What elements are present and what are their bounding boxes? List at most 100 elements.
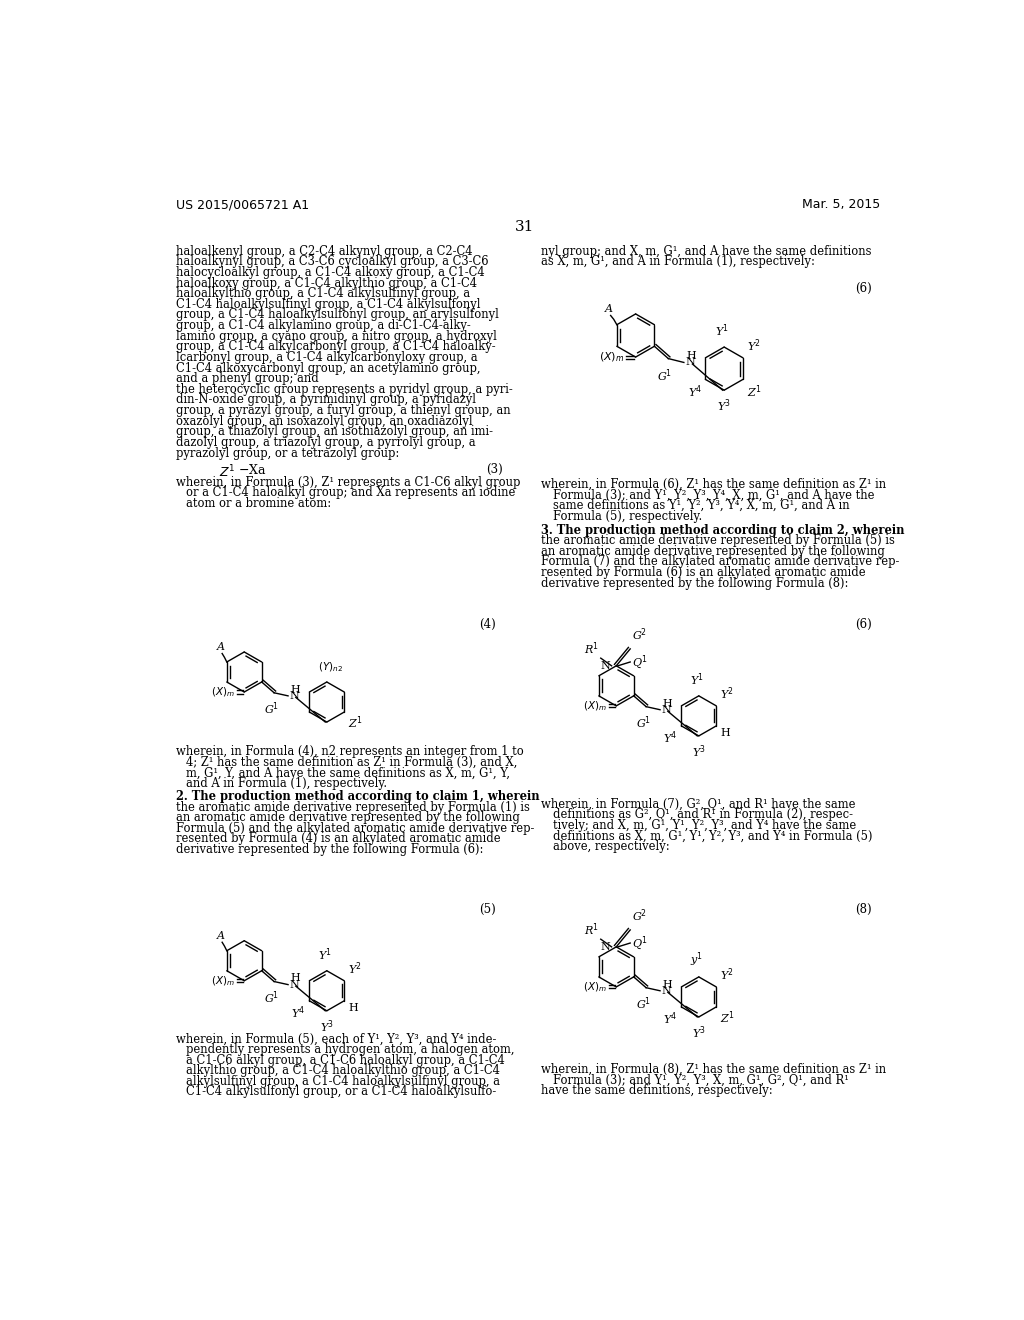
Text: haloalkynyl group, a C3-C6 cycloalkyl group, a C3-C6: haloalkynyl group, a C3-C6 cycloalkyl gr…: [176, 255, 488, 268]
Text: an aromatic amide derivative represented by the following: an aromatic amide derivative represented…: [176, 812, 520, 824]
Text: $(X)_m$: $(X)_m$: [583, 981, 607, 994]
Text: the aromatic amide derivative represented by Formula (5) is: the aromatic amide derivative represente…: [541, 535, 895, 548]
Text: group, a C1-C4 alkylamino group, a di-C1-C4-alky-: group, a C1-C4 alkylamino group, a di-C1…: [176, 319, 471, 333]
Text: H: H: [720, 729, 730, 738]
Text: Formula (5), respectively.: Formula (5), respectively.: [553, 510, 701, 523]
Text: group, a thiazolyl group, an isothiazolyl group, an imi-: group, a thiazolyl group, an isothiazoly…: [176, 425, 493, 438]
Text: G$^1$: G$^1$: [264, 701, 280, 717]
Text: N: N: [662, 986, 672, 995]
Text: or a C1-C4 haloalkyl group; and Xa represents an iodine: or a C1-C4 haloalkyl group; and Xa repre…: [186, 486, 515, 499]
Text: derivative represented by the following Formula (8):: derivative represented by the following …: [541, 577, 849, 590]
Text: (8): (8): [855, 903, 872, 916]
Text: G$^1$: G$^1$: [656, 368, 672, 384]
Text: group, a C1-C4 haloalkylsulfonyl group, an arylsulfonyl: group, a C1-C4 haloalkylsulfonyl group, …: [176, 309, 499, 321]
Text: group, a C1-C4 alkylcarbonyl group, a C1-C4 haloalky-: group, a C1-C4 alkylcarbonyl group, a C1…: [176, 341, 496, 354]
Text: H: H: [291, 685, 300, 694]
Text: a C1-C6 alkyl group, a C1-C6 haloalkyl group, a C1-C4: a C1-C6 alkyl group, a C1-C6 haloalkyl g…: [186, 1053, 505, 1067]
Text: (5): (5): [479, 903, 496, 916]
Text: and A in Formula (1), respectively.: and A in Formula (1), respectively.: [186, 777, 387, 789]
Text: $-$Xa: $-$Xa: [238, 463, 266, 478]
Text: H: H: [663, 698, 672, 709]
Text: oxazolyl group, an isoxazolyl group, an oxadiazolyl: oxazolyl group, an isoxazolyl group, an …: [176, 414, 473, 428]
Text: have the same definitions, respectively:: have the same definitions, respectively:: [541, 1085, 773, 1097]
Text: resented by Formula (6) is an alkylated aromatic amide: resented by Formula (6) is an alkylated …: [541, 566, 865, 579]
Text: Mar. 5, 2015: Mar. 5, 2015: [802, 198, 881, 211]
Text: $(Y)_{n2}$: $(Y)_{n2}$: [318, 661, 343, 675]
Text: $Z^1$: $Z^1$: [219, 463, 236, 480]
Text: $(X)_m$: $(X)_m$: [211, 974, 234, 987]
Text: G$^2$: G$^2$: [632, 626, 647, 643]
Text: R$^1$: R$^1$: [585, 640, 599, 656]
Text: 31: 31: [515, 220, 535, 234]
Text: haloalkenyl group, a C2-C4 alkynyl group, a C2-C4: haloalkenyl group, a C2-C4 alkynyl group…: [176, 244, 472, 257]
Text: as X, m, G¹, and A in Formula (1), respectively:: as X, m, G¹, and A in Formula (1), respe…: [541, 255, 815, 268]
Text: tively; and X, m, G¹, Y¹, Y², Y³, and Y⁴ have the same: tively; and X, m, G¹, Y¹, Y², Y³, and Y⁴…: [553, 818, 856, 832]
Text: 2. The production method according to claim 1, wherein: 2. The production method according to cl…: [176, 789, 540, 803]
Text: H: H: [348, 1003, 357, 1012]
Text: dazolyl group, a triazolyl group, a pyrrolyl group, a: dazolyl group, a triazolyl group, a pyrr…: [176, 436, 476, 449]
Text: Formula (3); and Y¹, Y², Y³, Y⁴, X, m, G¹, and A have the: Formula (3); and Y¹, Y², Y³, Y⁴, X, m, G…: [553, 488, 874, 502]
Text: atom or a bromine atom:: atom or a bromine atom:: [186, 496, 331, 510]
Text: m, G¹, Y, and A have the same definitions as X, m, G¹, Y,: m, G¹, Y, and A have the same definition…: [186, 767, 510, 779]
Text: Y$^4$: Y$^4$: [664, 1011, 678, 1027]
Text: pyrazolyl group, or a tetrazolyl group:: pyrazolyl group, or a tetrazolyl group:: [176, 446, 399, 459]
Text: alkylthio group, a C1-C4 haloalkylthio group, a C1-C4: alkylthio group, a C1-C4 haloalkylthio g…: [186, 1064, 500, 1077]
Text: Q$^1$: Q$^1$: [632, 653, 647, 671]
Text: wherein, in Formula (5), each of Y¹, Y², Y³, and Y⁴ inde-: wherein, in Formula (5), each of Y¹, Y²,…: [176, 1032, 497, 1045]
Text: haloalkoxy group, a C1-C4 alkylthio group, a C1-C4: haloalkoxy group, a C1-C4 alkylthio grou…: [176, 276, 477, 289]
Text: Formula (7) and the alkylated aromatic amide derivative rep-: Formula (7) and the alkylated aromatic a…: [541, 556, 899, 569]
Text: the heterocyclic group represents a pyridyl group, a pyri-: the heterocyclic group represents a pyri…: [176, 383, 513, 396]
Text: A: A: [217, 931, 224, 941]
Text: alkylsulfinyl group, a C1-C4 haloalkylsulfinyl group, a: alkylsulfinyl group, a C1-C4 haloalkylsu…: [186, 1074, 500, 1088]
Text: A: A: [605, 304, 613, 314]
Text: Y$^1$: Y$^1$: [317, 946, 332, 964]
Text: $(X)_m$: $(X)_m$: [211, 685, 234, 698]
Text: same definitions as Y¹, Y², Y³, Y⁴, X, m, G¹, and A in: same definitions as Y¹, Y², Y³, Y⁴, X, m…: [553, 499, 849, 512]
Text: G$^1$: G$^1$: [636, 714, 651, 731]
Text: Y$^1$: Y$^1$: [689, 672, 703, 688]
Text: the aromatic amide derivative represented by Formula (1) is: the aromatic amide derivative represente…: [176, 800, 530, 813]
Text: resented by Formula (4) is an alkylated aromatic amide: resented by Formula (4) is an alkylated …: [176, 833, 501, 845]
Text: G$^1$: G$^1$: [264, 989, 280, 1006]
Text: Y$^2$: Y$^2$: [720, 966, 734, 983]
Text: N: N: [662, 705, 672, 714]
Text: G$^1$: G$^1$: [636, 995, 651, 1012]
Text: Y$^3$: Y$^3$: [718, 397, 731, 414]
Text: definitions as G², Q¹, and R¹ in Formula (2), respec-: definitions as G², Q¹, and R¹ in Formula…: [553, 808, 853, 821]
Text: nyl group; and X, m, G¹, and A have the same definitions: nyl group; and X, m, G¹, and A have the …: [541, 244, 871, 257]
Text: wherein, in Formula (8), Z¹ has the same definition as Z¹ in: wherein, in Formula (8), Z¹ has the same…: [541, 1063, 886, 1076]
Text: 3. The production method according to claim 2, wherein: 3. The production method according to cl…: [541, 524, 904, 536]
Text: Formula (5) and the alkylated aromatic amide derivative rep-: Formula (5) and the alkylated aromatic a…: [176, 822, 535, 834]
Text: (3): (3): [486, 463, 503, 477]
Text: 4; Z¹ has the same definition as Z¹ in Formula (3), and X,: 4; Z¹ has the same definition as Z¹ in F…: [186, 756, 517, 768]
Text: Y$^1$: Y$^1$: [715, 323, 729, 339]
Text: H: H: [686, 351, 696, 362]
Text: Y$^3$: Y$^3$: [319, 1019, 334, 1035]
Text: C1-C4 alkoxycarbonyl group, an acetylamino group,: C1-C4 alkoxycarbonyl group, an acetylami…: [176, 362, 480, 375]
Text: $(X)_m$: $(X)_m$: [583, 700, 607, 713]
Text: Z$^1$: Z$^1$: [720, 1010, 734, 1026]
Text: N: N: [600, 661, 610, 671]
Text: wherein, in Formula (7), G², Q¹, and R¹ have the same: wherein, in Formula (7), G², Q¹, and R¹ …: [541, 797, 856, 810]
Text: N: N: [290, 979, 299, 990]
Text: (6): (6): [855, 281, 872, 294]
Text: Y$^3$: Y$^3$: [692, 743, 706, 760]
Text: Y$^2$: Y$^2$: [348, 961, 361, 977]
Text: C1-C4 haloalkylsulfinyl group, a C1-C4 alkylsulfonyl: C1-C4 haloalkylsulfinyl group, a C1-C4 a…: [176, 298, 480, 310]
Text: pendently represents a hydrogen atom, a halogen atom,: pendently represents a hydrogen atom, a …: [186, 1043, 515, 1056]
Text: Z$^1$: Z$^1$: [348, 714, 362, 731]
Text: Y$^4$: Y$^4$: [664, 730, 678, 746]
Text: A: A: [217, 642, 224, 652]
Text: Q$^1$: Q$^1$: [632, 935, 647, 952]
Text: R$^1$: R$^1$: [585, 921, 599, 937]
Text: C1-C4 alkylsulfonyl group, or a C1-C4 haloalkylsulfo-: C1-C4 alkylsulfonyl group, or a C1-C4 ha…: [186, 1085, 497, 1098]
Text: N: N: [685, 358, 695, 367]
Text: Y$^2$: Y$^2$: [720, 685, 734, 702]
Text: an aromatic amide derivative represented by the following: an aromatic amide derivative represented…: [541, 545, 885, 558]
Text: $(X)_m$: $(X)_m$: [599, 350, 625, 364]
Text: G$^2$: G$^2$: [632, 907, 647, 924]
Text: y$^1$: y$^1$: [690, 950, 703, 969]
Text: H: H: [291, 973, 300, 983]
Text: Y$^2$: Y$^2$: [746, 338, 761, 354]
Text: halocycloalkyl group, a C1-C4 alkoxy group, a C1-C4: halocycloalkyl group, a C1-C4 alkoxy gro…: [176, 265, 484, 279]
